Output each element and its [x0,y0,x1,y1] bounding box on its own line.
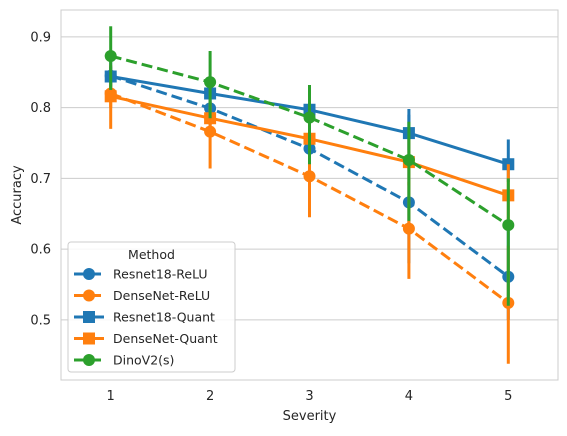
legend-label: DinoV2(s) [113,353,174,368]
legend-entry: DinoV2(s) [74,353,174,368]
data-point-circle [104,49,117,62]
series-group [104,26,515,364]
y-tick-label: 0.5 [30,313,51,328]
legend: Method Resnet18-ReLU DenseNet-ReLU Resnet1… [67,241,236,373]
data-point-circle [502,219,515,232]
x-tick-label: 4 [405,389,413,404]
data-point-circle [303,170,316,183]
data-point-square [104,90,117,103]
legend-label: DenseNet-ReLU [113,288,210,303]
legend-label: DenseNet-Quant [113,331,218,346]
legend-entry: Resnet18-Quant [74,310,215,325]
data-point-circle [402,222,415,235]
x-tick-label: 1 [107,389,115,404]
legend-entry: DenseNet-ReLU [74,288,210,303]
data-point-circle [402,153,415,166]
data-point-circle [83,354,95,366]
legend-entry: Resnet18-ReLU [74,267,208,282]
y-tick-label: 0.9 [30,30,51,45]
x-tick-label: 3 [305,389,313,404]
y-axis-title: Accuracy [10,165,25,225]
legend-title: Method [128,247,175,262]
x-tick-label: 2 [206,389,214,404]
y-tick-labels: 0.5 0.6 0.7 0.8 0.9 [30,30,51,328]
legend-label: Resnet18-Quant [113,310,215,325]
data-point-circle [83,289,95,302]
x-tick-labels: 1 2 3 4 5 [107,389,513,404]
data-point-circle [303,111,316,124]
x-tick-label: 5 [504,389,512,404]
data-point-circle [83,268,95,280]
legend-entry: DenseNet-Quant [74,331,218,346]
legend-box [67,241,236,373]
y-tick-label: 0.8 [30,101,51,116]
data-point-circle [204,76,217,89]
series-4 [104,26,515,306]
x-axis-title: Severity [283,409,337,424]
y-tick-label: 0.6 [30,243,51,258]
legend-label: Resnet18-ReLU [113,267,208,282]
y-tick-label: 0.7 [30,172,51,187]
data-point-square [83,311,95,323]
data-point-square [83,332,95,345]
